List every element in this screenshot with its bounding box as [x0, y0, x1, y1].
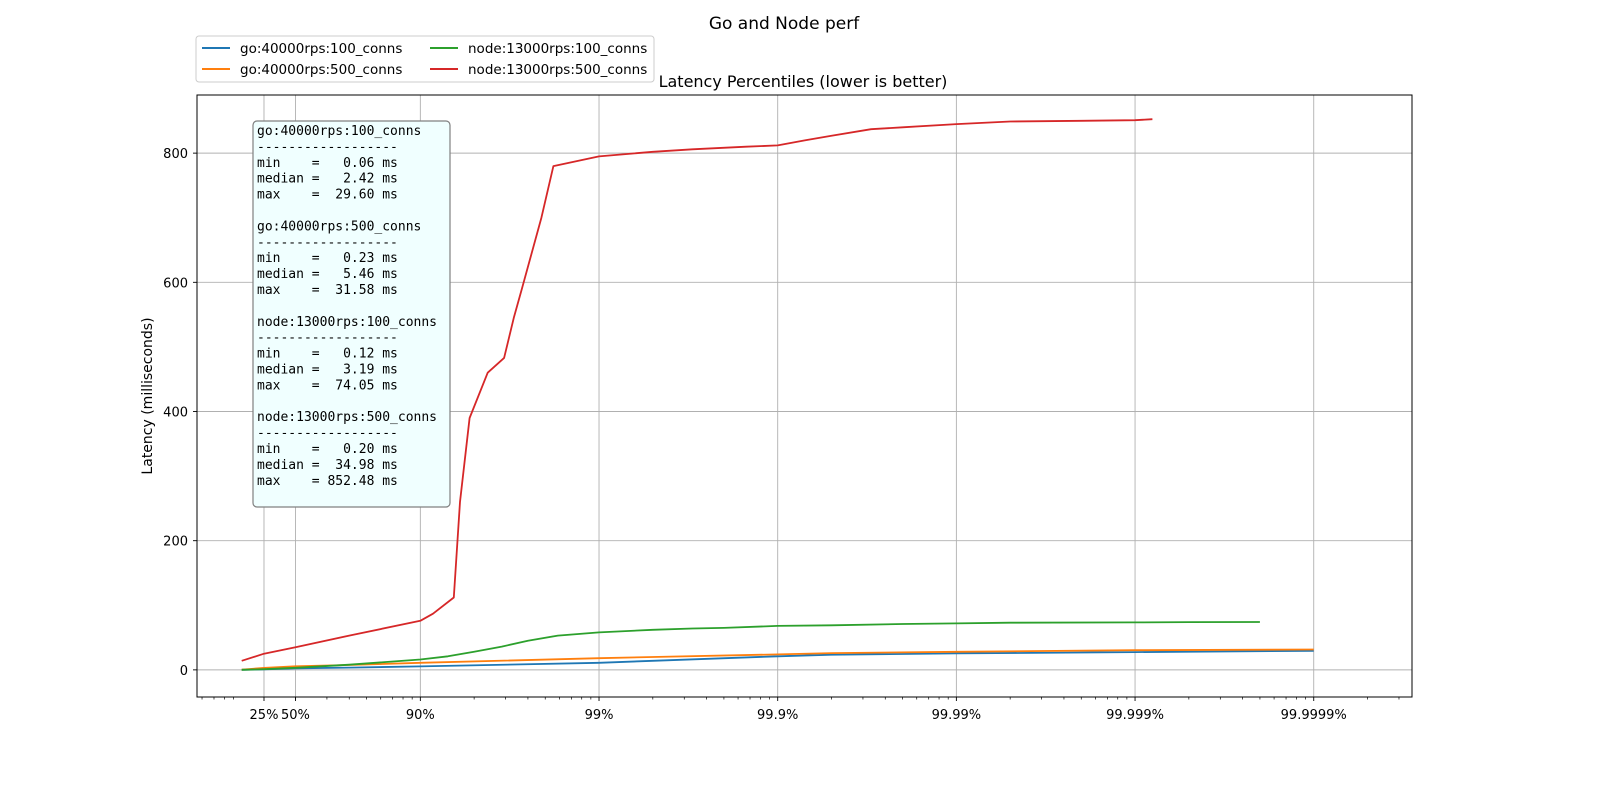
- annotation-line: go:40000rps:500_conns: [257, 219, 421, 234]
- annotation-line: min = 0.12 ms: [257, 347, 398, 362]
- y-tick-label: 0: [180, 664, 188, 679]
- annotation-line: min = 0.23 ms: [257, 251, 398, 266]
- axes: 25% 50% 90% 99% 99.9% 99.99% 99.999% 99.9999% 0 2…: [163, 147, 1400, 723]
- x-tick-label: 99.9%: [757, 708, 798, 723]
- series-lines: [241, 118, 1314, 671]
- x-tick-label: 99.99%: [932, 708, 982, 723]
- series-line-3: [241, 621, 1260, 671]
- series-line-2: [241, 648, 1314, 671]
- annotation-line: median = 2.42 ms: [257, 172, 398, 187]
- annotation-line: ------------------: [257, 426, 398, 441]
- annotation-line: node:13000rps:500_conns: [257, 410, 437, 425]
- annotation-line: ------------------: [257, 331, 398, 346]
- annotation-line: median = 5.46 ms: [257, 267, 398, 282]
- legend-label: go:40000rps:100_conns: [240, 41, 402, 57]
- x-tick-label: 90%: [406, 708, 435, 723]
- y-axis-label: Latency (milliseconds): [140, 317, 156, 474]
- y-tick-label: 600: [163, 276, 188, 291]
- chart-subtitle: Latency Percentiles (lower is better): [659, 72, 948, 91]
- legend-label: node:13000rps:500_conns: [468, 62, 647, 78]
- legend: go:40000rps:100_conns go:40000rps:500_con…: [195, 35, 655, 83]
- x-tick-label: 99%: [585, 708, 614, 723]
- x-tick-label: 50%: [281, 708, 310, 723]
- annotation-line: median = 34.98 ms: [257, 458, 398, 473]
- x-tick-label: 99.9999%: [1281, 708, 1347, 723]
- y-tick-label: 200: [163, 535, 188, 550]
- y-tick-label: 800: [163, 147, 188, 162]
- legend-frame: [195, 35, 655, 83]
- legend-label: node:13000rps:100_conns: [468, 41, 647, 57]
- annotation-line: max = 29.60 ms: [257, 188, 398, 203]
- annotation-line: max = 74.05 ms: [257, 378, 398, 393]
- x-tick-label: 25%: [250, 708, 279, 723]
- annotation-line: max = 31.58 ms: [257, 283, 398, 298]
- annotation-line: node:13000rps:100_conns: [257, 315, 437, 330]
- annotation-line: min = 0.20 ms: [257, 442, 398, 457]
- stats-annotation-box: go:40000rps:100_conns------------------m…: [252, 120, 451, 508]
- annotation-line: min = 0.06 ms: [257, 156, 398, 171]
- annotation-background: [252, 120, 451, 508]
- plot-frame: [196, 94, 1413, 698]
- annotation-line: ------------------: [257, 140, 398, 155]
- annotation-line: max = 852.48 ms: [257, 474, 398, 489]
- series-line-4: [241, 118, 1153, 662]
- annotation-line: ------------------: [257, 235, 398, 250]
- annotation-line: go:40000rps:100_conns: [257, 124, 421, 139]
- annotation-line: median = 3.19 ms: [257, 363, 398, 378]
- x-tick-label: 99.999%: [1106, 708, 1164, 723]
- chart-title: Go and Node perf: [709, 14, 860, 34]
- legend-label: go:40000rps:500_conns: [240, 62, 402, 78]
- y-tick-label: 400: [163, 406, 188, 421]
